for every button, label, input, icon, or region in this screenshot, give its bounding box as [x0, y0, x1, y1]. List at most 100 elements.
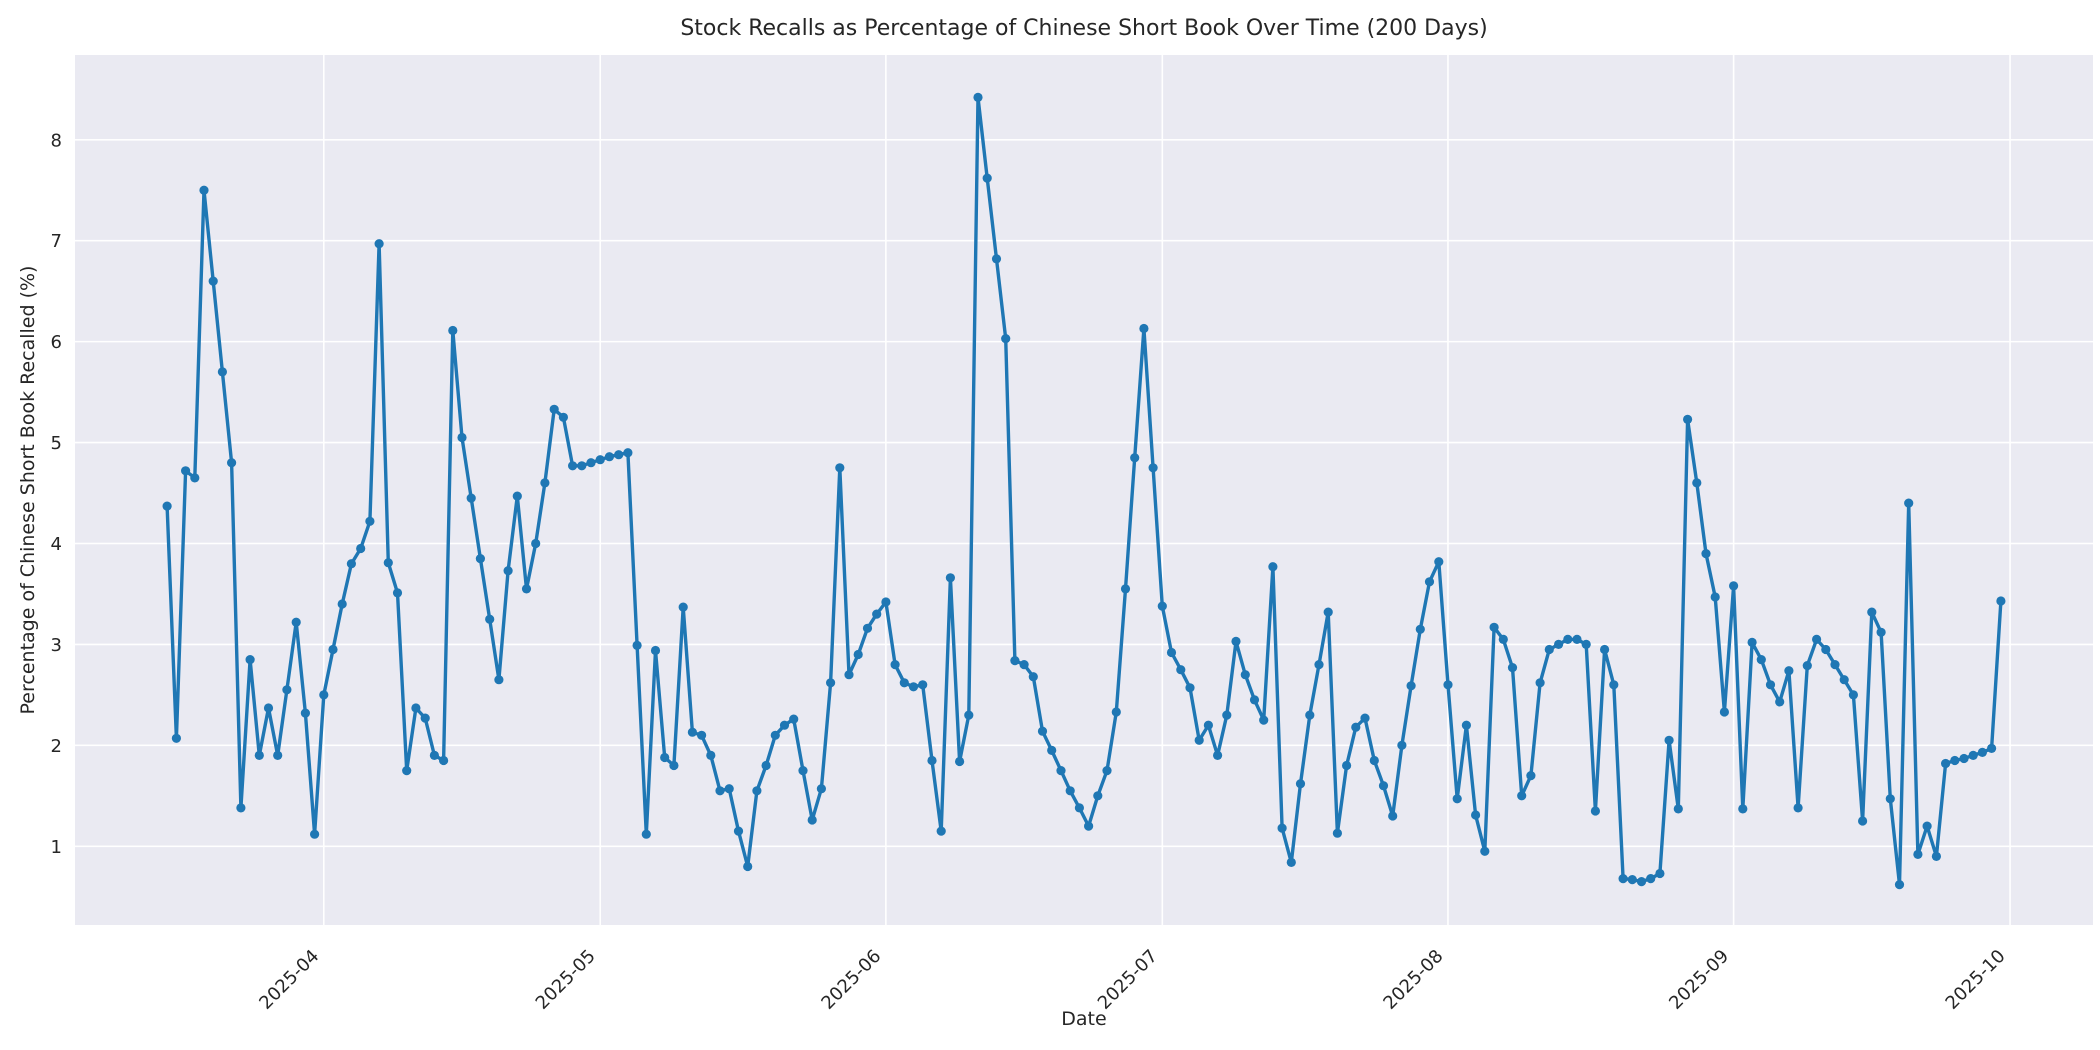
data-point-marker [1636, 877, 1647, 887]
data-point-marker [752, 786, 762, 796]
data-point-marker [761, 760, 771, 771]
x-tick-label: 2025-09 [1665, 946, 1733, 1014]
data-point-marker [466, 493, 476, 503]
data-point-marker [1830, 660, 1840, 670]
data-point-marker [908, 682, 919, 692]
data-point-marker [1941, 758, 1951, 769]
data-point-marker [1480, 846, 1490, 856]
data-point-marker [1498, 634, 1508, 645]
data-point-marker [337, 599, 347, 609]
data-point-marker [881, 597, 891, 607]
data-point-marker [1010, 656, 1020, 666]
data-point-marker [779, 720, 790, 730]
data-point-marker [1111, 707, 1121, 717]
data-point-marker [439, 755, 449, 766]
x-tick-label: 2025-10 [1942, 946, 2010, 1014]
data-point-marker [171, 733, 181, 743]
data-point-marker [503, 566, 513, 576]
data-point-marker [1249, 695, 1260, 705]
data-point-marker [1664, 735, 1674, 745]
data-point-marker [1646, 874, 1656, 884]
data-point-marker [872, 609, 882, 619]
data-point-marker [273, 750, 283, 761]
data-point-marker [1148, 463, 1158, 473]
data-point-marker [1277, 823, 1287, 833]
data-point-marker [1673, 804, 1683, 814]
data-point-marker [1507, 663, 1518, 673]
data-point-marker [669, 760, 679, 771]
data-point-marker [890, 660, 900, 670]
data-point-marker [1305, 710, 1315, 720]
data-point-marker [1213, 750, 1223, 761]
data-point-marker [798, 766, 808, 776]
y-tick-label: 6 [51, 332, 62, 353]
data-point-marker [1968, 750, 1978, 761]
data-point-marker [715, 786, 725, 796]
data-point-marker [1166, 647, 1177, 658]
data-point-marker [1102, 766, 1112, 776]
data-point-marker [411, 703, 421, 713]
data-point-marker [383, 558, 393, 568]
data-point-marker [1323, 607, 1333, 617]
data-point-marker [1581, 639, 1591, 650]
x-axis-tick-labels: 2025-04 2025-05 2025-06 2025-07 2025-08 2025-… [255, 946, 2009, 1014]
data-point-marker [1093, 791, 1103, 801]
x-tick-label: 2025-04 [255, 946, 323, 1014]
data-point-marker [1959, 753, 1969, 764]
data-point-marker [1618, 874, 1628, 884]
data-point-marker [485, 614, 495, 624]
data-point-marker [531, 538, 541, 549]
data-point-marker [697, 730, 707, 740]
data-point-marker [1692, 478, 1702, 488]
data-point-marker [660, 752, 670, 763]
data-point-marker [402, 766, 412, 776]
data-point-marker [1342, 760, 1352, 771]
data-point-marker [1821, 644, 1831, 655]
data-point-marker [521, 584, 532, 594]
data-point-marker [1360, 713, 1370, 723]
data-point-marker [1683, 414, 1693, 424]
data-point-marker [300, 708, 310, 718]
data-point-marker [1913, 849, 1923, 860]
data-point-marker [1572, 634, 1582, 645]
data-point-marker [1314, 660, 1324, 670]
data-point-marker [807, 815, 817, 825]
data-point-marker [991, 254, 1002, 264]
data-point-marker [1019, 660, 1029, 670]
data-point-marker [1996, 596, 2006, 606]
series-line [165, 95, 2003, 887]
data-point-marker [641, 829, 651, 839]
plot-background [75, 55, 2093, 925]
data-point-marker [1434, 557, 1444, 567]
data-point-marker [1176, 665, 1186, 675]
data-point-marker [1609, 680, 1619, 690]
data-point-marker [1729, 581, 1739, 591]
data-point-marker [632, 640, 642, 651]
data-point-marker [964, 710, 974, 720]
data-point-marker [1931, 851, 1941, 862]
data-point-marker [595, 455, 605, 465]
data-point-marker [1738, 804, 1748, 814]
x-axis-label: Date [1061, 1008, 1107, 1030]
data-point-marker [1655, 868, 1665, 879]
data-point-marker [927, 755, 937, 766]
data-point-marker [1222, 710, 1232, 720]
data-point-marker [687, 727, 698, 737]
data-point-marker [770, 730, 780, 740]
data-point-marker [1461, 720, 1471, 730]
data-point-marker [1001, 334, 1011, 344]
data-point-marker [1756, 655, 1766, 665]
data-point-marker [319, 690, 329, 700]
data-point-marker [614, 450, 624, 460]
data-point-marker [1424, 577, 1435, 587]
data-point-marker [429, 750, 439, 761]
data-point-marker [310, 829, 320, 839]
data-point-marker [650, 645, 661, 656]
data-point-marker [346, 559, 356, 569]
data-point-marker [724, 784, 734, 794]
data-point-marker [1295, 779, 1306, 789]
data-point-marker [448, 325, 458, 336]
data-point-marker [899, 678, 909, 688]
data-point-marker [263, 703, 274, 713]
data-point-marker [1406, 681, 1416, 691]
